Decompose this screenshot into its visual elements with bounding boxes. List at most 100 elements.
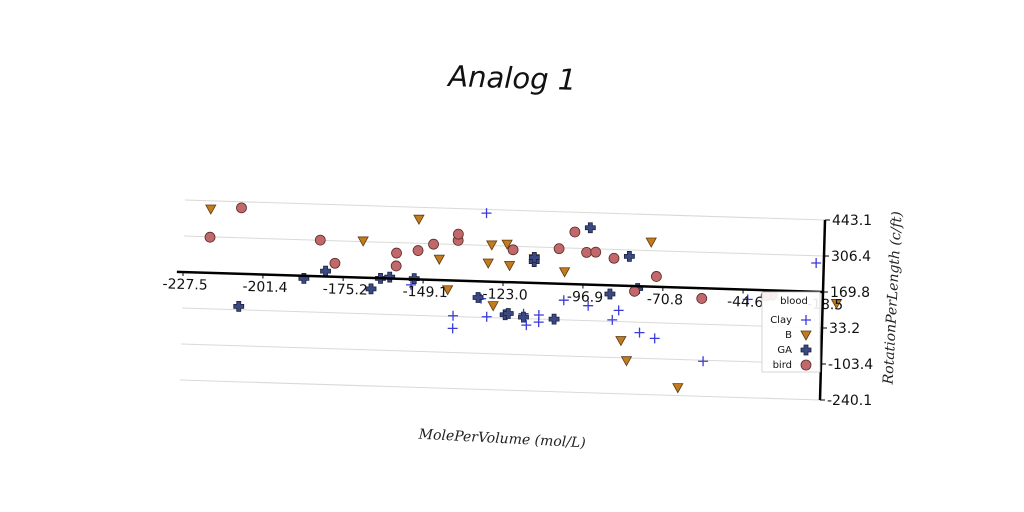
gridline (184, 199, 826, 221)
data-point (528, 251, 540, 263)
gridline (183, 235, 825, 257)
data-point (608, 252, 620, 264)
x-tick-label: -175.2 (322, 281, 368, 298)
data-point (553, 243, 565, 255)
data-point (329, 257, 341, 269)
data-point (391, 247, 402, 259)
chart-title: Analog 1 (446, 59, 577, 97)
legend-label: Clay (770, 315, 792, 326)
data-point (204, 231, 216, 243)
y-tick-label: -103.4 (828, 357, 873, 373)
data-point (584, 222, 596, 234)
series-clay (405, 208, 822, 367)
x-tick-label: -44.6 (727, 294, 764, 311)
data-point (447, 323, 458, 334)
data-point (365, 283, 377, 295)
data-point (357, 236, 369, 247)
data-point (441, 285, 454, 296)
data-point (521, 320, 532, 331)
data-point (558, 295, 569, 306)
data-point (533, 309, 544, 320)
data-point (650, 271, 662, 282)
x-tick-label: -227.5 (162, 276, 208, 293)
data-point (518, 311, 529, 323)
data-point (672, 383, 684, 394)
data-point (452, 228, 464, 240)
data-point (615, 336, 627, 347)
data-point (482, 258, 494, 269)
data-point (623, 250, 635, 262)
data-point (634, 327, 645, 338)
data-point (742, 294, 753, 305)
x-axis-line (176, 270, 824, 294)
y-axis-label: RotationPerLength (c/ft) (880, 211, 905, 386)
gridline (181, 307, 823, 329)
y-axis-line (818, 219, 827, 401)
x-tick-label: -70.8 (647, 291, 684, 308)
plot-area: -227.5 -201.4 -175.2 -149.1 -123.0 -96.9 -70.8… (162, 199, 873, 409)
legend-label: bird (773, 360, 792, 371)
data-point (481, 208, 492, 219)
axes: -227.5 -201.4 -175.2 -149.1 -123.0 -96.9 -70.8… (162, 213, 873, 409)
x-tick-label: -149.1 (402, 284, 448, 301)
data-point (503, 261, 516, 272)
data-point (481, 311, 492, 322)
data-point (233, 300, 245, 312)
x-axis-label: MolePerVolume (mol/L) (417, 427, 586, 452)
y-tick-label: 306.4 (831, 249, 871, 265)
x-tick-label: -96.9 (567, 289, 604, 306)
x-tick-label: -201.4 (242, 279, 288, 296)
series-b (205, 204, 843, 394)
data-point (487, 301, 499, 312)
y-tick-label: 443.1 (832, 213, 872, 229)
data-point (412, 245, 424, 256)
gridline (180, 343, 822, 365)
data-point (405, 279, 416, 290)
data-point (236, 202, 247, 214)
data-point (629, 285, 640, 297)
data-point (698, 356, 709, 367)
data-point (649, 333, 660, 344)
data-point (472, 292, 484, 303)
data-point (390, 260, 402, 272)
legend-marker (801, 315, 811, 325)
data-point (583, 300, 594, 311)
gridline (179, 379, 821, 401)
x-tick-label: -123.0 (482, 286, 528, 303)
legend-marker (800, 359, 812, 371)
legend-label: GA (777, 345, 792, 356)
series-ga (233, 222, 644, 325)
data-point (811, 257, 822, 268)
data-point (507, 244, 519, 256)
data-point (314, 234, 326, 246)
y-tick-label: 33.2 (829, 321, 860, 337)
data-point (486, 240, 498, 251)
series-bird (204, 202, 778, 304)
y-tick-label: 169.8 (830, 285, 870, 301)
data-point (590, 246, 602, 258)
data-point (604, 288, 616, 300)
y-tick-label: -240.1 (827, 393, 872, 409)
data-point (607, 314, 618, 325)
data-point (830, 299, 843, 310)
legend-marker (800, 330, 812, 341)
data-point (613, 305, 624, 316)
legend-marker (800, 344, 812, 356)
data-point (581, 246, 592, 258)
data-point (448, 310, 459, 321)
data-point (428, 238, 439, 250)
data-point (413, 214, 425, 226)
data-point (548, 313, 560, 325)
data-point (620, 356, 633, 367)
data-point (558, 267, 571, 278)
data-point (501, 239, 513, 250)
data-point (502, 308, 514, 319)
legend-label: B (785, 330, 792, 341)
data-point (205, 204, 217, 215)
data-point (696, 293, 708, 304)
data-point (320, 265, 331, 277)
legend-title: blood (780, 296, 808, 307)
data-point (433, 254, 445, 265)
legend: blood Clay B GA bird (761, 291, 821, 373)
